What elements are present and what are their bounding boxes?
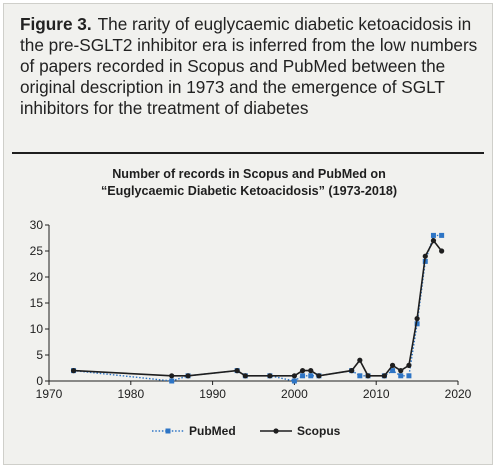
y-tick-label: 20 bbox=[30, 270, 44, 284]
figure-caption-text: The rarity of euglycaemic diabetic ketoa… bbox=[20, 14, 478, 118]
data-point-scopus bbox=[398, 368, 404, 374]
data-point-scopus bbox=[349, 368, 355, 374]
y-tick-label: 15 bbox=[30, 296, 44, 310]
legend-marker-scopus bbox=[273, 428, 279, 434]
data-point-pubmed bbox=[291, 378, 297, 384]
data-point-scopus bbox=[439, 248, 445, 254]
data-point-pubmed bbox=[430, 232, 436, 238]
data-point-pubmed bbox=[169, 378, 175, 384]
data-point-scopus bbox=[430, 238, 437, 244]
data-point-scopus bbox=[291, 373, 297, 379]
data-point-scopus bbox=[308, 368, 314, 374]
series-line-pubmed bbox=[73, 234, 442, 382]
data-point-pubmed bbox=[406, 373, 412, 379]
data-point-scopus bbox=[414, 316, 420, 322]
y-tick-label: 5 bbox=[36, 348, 43, 362]
legend-marker-pubmed bbox=[165, 428, 171, 434]
data-point-pubmed bbox=[439, 232, 445, 238]
x-tick-label: 2020 bbox=[445, 387, 472, 401]
x-tick-label: 1990 bbox=[199, 387, 226, 401]
legend-label-scopus: Scopus bbox=[297, 424, 341, 438]
y-tick-label: 25 bbox=[30, 244, 44, 258]
data-point-pubmed bbox=[357, 373, 363, 379]
data-point-pubmed bbox=[300, 373, 306, 379]
series-line-scopus bbox=[73, 239, 443, 377]
data-point-scopus bbox=[365, 373, 371, 379]
x-tick-label: 1970 bbox=[36, 387, 63, 401]
data-point-scopus bbox=[381, 373, 387, 379]
data-point-scopus bbox=[357, 357, 363, 363]
figure-label: Figure 3. bbox=[20, 14, 92, 34]
y-tick-label: 30 bbox=[30, 218, 44, 232]
x-tick-label: 2000 bbox=[281, 387, 308, 401]
line-chart: 0 5 10 15 20 25 30 1970 1980 1990 2000 2010 2020 PubM… bbox=[30, 218, 472, 438]
data-point-pubmed bbox=[308, 373, 314, 379]
data-point-scopus bbox=[406, 362, 412, 368]
caption-divider bbox=[12, 152, 484, 154]
chart-title-line-1: Number of records in Scopus and PubMed o… bbox=[112, 167, 386, 181]
data-point-scopus bbox=[242, 373, 248, 379]
data-point-scopus bbox=[185, 373, 191, 379]
data-point-pubmed bbox=[414, 321, 420, 327]
data-point-scopus bbox=[234, 368, 240, 374]
data-point-scopus bbox=[70, 368, 77, 374]
data-point-scopus bbox=[299, 368, 306, 374]
y-tick-label: 10 bbox=[30, 322, 44, 336]
data-point-scopus bbox=[422, 253, 428, 259]
data-point-scopus bbox=[316, 373, 322, 379]
x-tick-label: 1980 bbox=[117, 387, 144, 401]
figure-caption: Figure 3. The rarity of euglycaemic diabe… bbox=[20, 14, 480, 119]
legend-label-pubmed: PubMed bbox=[189, 424, 236, 438]
figure-panel: Figure 3. The rarity of euglycaemic diabe… bbox=[3, 3, 493, 465]
data-point-pubmed bbox=[398, 373, 404, 379]
data-point-scopus bbox=[389, 362, 396, 368]
y-tick-label: 0 bbox=[36, 374, 43, 388]
data-point-pubmed bbox=[390, 368, 396, 374]
data-point-scopus bbox=[169, 373, 175, 379]
chart-title-line-2: “Euglycaemic Diabetic Ketoacidosis” (197… bbox=[100, 184, 398, 198]
data-point-scopus bbox=[267, 373, 273, 379]
x-tick-label: 2010 bbox=[363, 387, 390, 401]
